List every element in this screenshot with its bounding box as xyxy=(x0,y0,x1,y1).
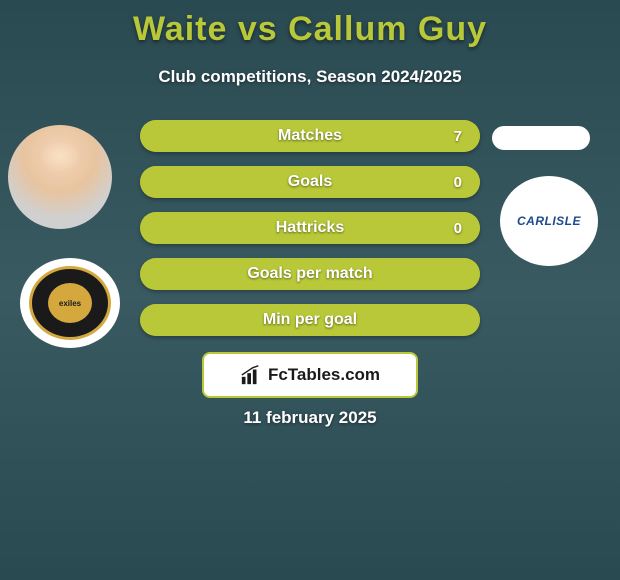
player-right-club-badge: CARLISLE xyxy=(500,176,598,266)
badge-right-text: CARLISLE xyxy=(517,214,581,228)
bar-label: Matches xyxy=(278,127,342,145)
bar-value-right: 0 xyxy=(454,220,462,237)
date-text: 11 february 2025 xyxy=(0,408,620,428)
bar-value-right: 7 xyxy=(454,128,462,145)
player-right-placeholder xyxy=(492,126,590,150)
bar-label: Hattricks xyxy=(276,219,344,237)
chart-icon xyxy=(240,364,262,386)
bar-label: Min per goal xyxy=(263,311,357,329)
stat-bar: Hattricks 0 xyxy=(140,212,480,244)
bar-value-right: 0 xyxy=(454,174,462,191)
bar-label: Goals per match xyxy=(247,265,372,283)
stat-bar: Goals 0 xyxy=(140,166,480,198)
stat-bar: Min per goal xyxy=(140,304,480,336)
comparison-bars: Matches 7 Goals 0 Hattricks 0 Goals per match M… xyxy=(140,120,480,350)
player-left-portrait xyxy=(8,125,112,229)
bar-label: Goals xyxy=(288,173,332,191)
page-title: Waite vs Callum Guy xyxy=(0,0,620,49)
badge-left-text: exiles xyxy=(48,283,92,323)
stat-bar: Goals per match xyxy=(140,258,480,290)
site-logo[interactable]: FcTables.com xyxy=(202,352,418,398)
player-left-club-badge: exiles xyxy=(20,258,120,348)
logo-text: FcTables.com xyxy=(268,365,380,385)
stat-bar: Matches 7 xyxy=(140,120,480,152)
subtitle: Club competitions, Season 2024/2025 xyxy=(0,67,620,87)
